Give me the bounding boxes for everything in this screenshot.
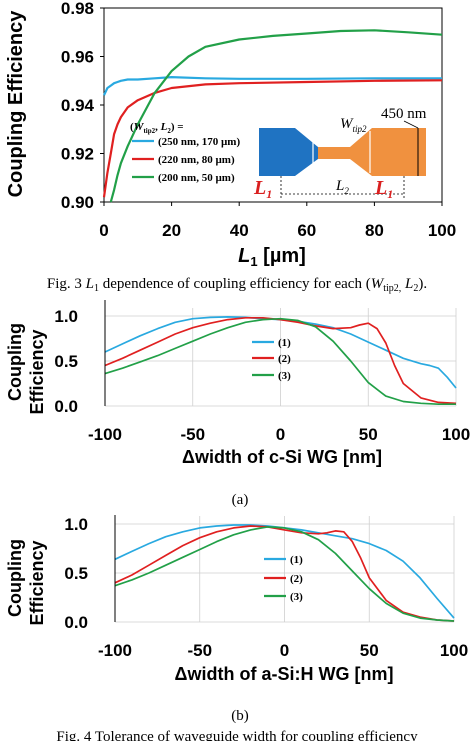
x-tick-label: 60	[297, 221, 316, 240]
y-axis-label-line2: Efficiency	[27, 540, 47, 625]
legend-label-2: (2)	[290, 573, 303, 585]
y-tick-label: 0.0	[54, 397, 78, 416]
x-tick-label: 0	[280, 641, 289, 660]
y-tick-label: 0.0	[64, 613, 88, 632]
figure-4-caption: Fig. 4 Tolerance of waveguide width for …	[56, 729, 418, 741]
legend-label-1: (1)	[290, 554, 303, 566]
chart-a-si-h-tolerance: -100 -50 0 50 100 0.0 0.5 1.0 Coupling Efficien…	[5, 515, 468, 724]
x-tick-label: 100	[442, 425, 470, 444]
y-tick-label: 0.92	[61, 145, 94, 164]
y-tick-label: 1.0	[64, 515, 88, 534]
width-450-label: 450 nm	[381, 106, 427, 122]
x-axis-label: L1 [µm]	[238, 245, 306, 269]
y-axis-label-line1: Coupling	[5, 323, 25, 401]
chart-l1-dependence: 0 20 40 60 80 100 0.90 0.92 0.94 0.96 0.98 Couplin…	[5, 0, 456, 294]
legend: (1) (2) (3)	[264, 554, 303, 603]
x-tick-label: -50	[187, 641, 212, 660]
x-tick-label: 20	[162, 221, 181, 240]
x-tick-label: 80	[365, 221, 384, 240]
series-line-3	[109, 29, 443, 203]
series-line-2	[114, 525, 455, 622]
legend-label-1: (1)	[278, 337, 291, 349]
w-tip-label: Wtip2	[340, 116, 367, 134]
legend-label-2: (220 nm, 80 µm)	[158, 154, 235, 166]
y-tick-label: 1.0	[54, 307, 78, 326]
legend: (1) (2) (3)	[252, 337, 291, 382]
legend-label-2: (2)	[278, 353, 291, 365]
y-tick-label: 0.94	[61, 96, 95, 115]
legend: (Wtip2, L2) = (250 nm, 170 µm) (220 nm, 8…	[130, 121, 240, 184]
x-tick-label: 0	[99, 221, 108, 240]
legend-label-3: (3)	[278, 370, 291, 382]
x-tick-label: 50	[360, 641, 379, 660]
y-axis-label-line1: Coupling	[5, 539, 25, 617]
y-tick-label: 0.5	[54, 352, 78, 371]
y-tick-label: 0.98	[61, 0, 94, 18]
x-tick-label: 100	[440, 641, 468, 660]
x-axis-label: Δwidth of c-Si WG [nm]	[182, 447, 382, 467]
l1-right-label: L1	[374, 177, 393, 201]
l1-left-label: L1	[253, 177, 272, 201]
legend-header: (Wtip2, L2) =	[130, 121, 184, 135]
figure-3-caption: Fig. 3 L1 dependence of coupling efficie…	[47, 276, 427, 294]
c-si-taper	[259, 128, 318, 176]
l2-label: L2	[335, 178, 349, 196]
x-tick-label: 100	[428, 221, 456, 240]
y-tick-label: 0.90	[61, 193, 94, 212]
series-line-2	[102, 79, 443, 198]
x-tick-label: 50	[359, 425, 378, 444]
x-tick-label: -100	[88, 425, 122, 444]
overlap-region	[318, 147, 350, 159]
subfigure-a-caption: (a)	[232, 492, 249, 508]
legend-label-3: (200 nm, 50 µm)	[158, 172, 235, 184]
series-line-1	[103, 75, 442, 96]
series-line-3	[114, 526, 455, 622]
y-tick-label: 0.96	[61, 48, 94, 67]
a-si-taper	[350, 128, 426, 176]
taper-schematic: Wtip2 450 nm L1 L2 L1	[253, 106, 427, 201]
subfigure-b-caption: (b)	[231, 708, 249, 724]
y-tick-label: 0.5	[64, 564, 88, 583]
y-axis-label: Coupling Efficiency	[5, 10, 27, 198]
x-tick-label: 40	[230, 221, 249, 240]
legend-label-1: (250 nm, 170 µm)	[158, 136, 240, 148]
x-tick-label: -100	[98, 641, 132, 660]
legend-label-3: (3)	[290, 591, 303, 603]
y-axis-label-line2: Efficiency	[27, 329, 47, 414]
x-axis-label: Δwidth of a-Si:H WG [nm]	[175, 664, 394, 684]
chart-c-si-tolerance: -100 -50 0 50 100 0.0 0.5 1.0 Coupling Efficien…	[5, 300, 470, 508]
x-tick-label: -50	[180, 425, 205, 444]
series-line-3	[104, 317, 456, 406]
x-tick-label: 0	[276, 425, 285, 444]
